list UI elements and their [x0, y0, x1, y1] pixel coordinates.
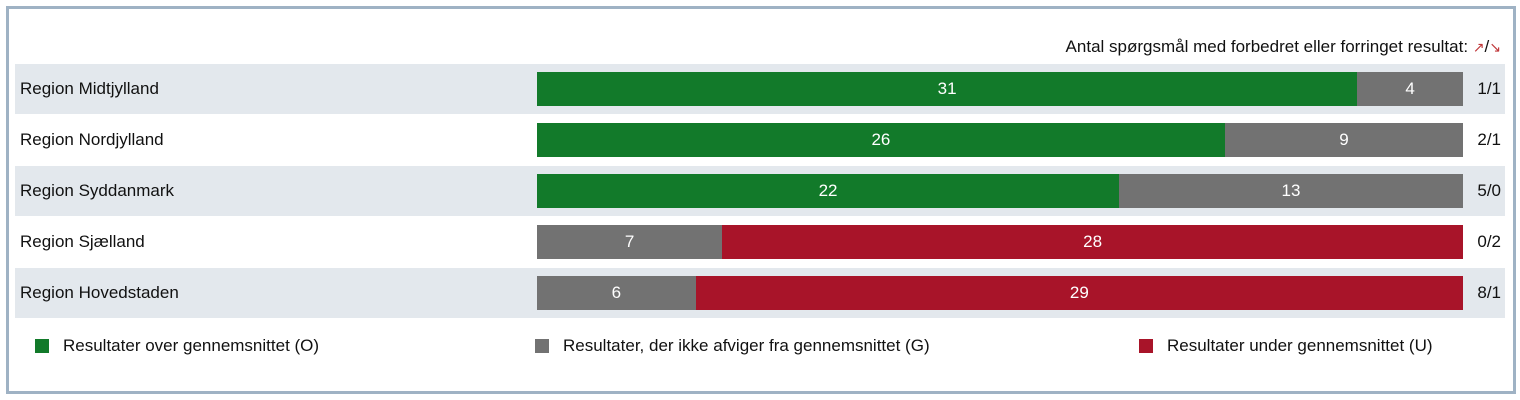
- header-text: Antal spørgsmål med forbedret eller forr…: [1065, 37, 1469, 56]
- chart-legend: Resultater over gennemsnittet (O) Resulta…: [9, 336, 1513, 360]
- stacked-bar: 7 28: [537, 225, 1463, 259]
- chart-header: Antal spørgsmål med forbedret eller forr…: [1066, 37, 1501, 57]
- bar-segment-g: 4: [1357, 72, 1463, 106]
- chart-row: Region Syddanmark 22 13 5/0: [15, 166, 1505, 216]
- legend-item-g: Resultater, der ikke afviger fra gennems…: [535, 336, 930, 356]
- legend-item-u: Resultater under gennemsnittet (U): [1139, 336, 1433, 356]
- chart-frame: Antal spørgsmål med forbedret eller forr…: [6, 6, 1516, 394]
- category-label: Region Midtjylland: [20, 79, 159, 98]
- header-separator: /: [1484, 37, 1490, 56]
- bar-segment-g: 9: [1224, 123, 1463, 157]
- change-count: 8/1: [1477, 283, 1501, 302]
- legend-swatch: [35, 339, 49, 353]
- change-count: 5/0: [1477, 181, 1501, 200]
- category-label: Region Nordjylland: [20, 130, 164, 149]
- legend-item-o: Resultater over gennemsnittet (O): [35, 336, 319, 356]
- chart-row: Region Nordjylland 26 9 2/1: [15, 115, 1505, 165]
- bar-segment-o: 31: [537, 72, 1358, 106]
- category-label: Region Syddanmark: [20, 181, 175, 200]
- chart-row: Region Hovedstaden 6 29 8/1: [15, 268, 1505, 318]
- category-label: Region Sjælland: [20, 232, 145, 251]
- bar-segment-o: 22: [537, 174, 1120, 208]
- stacked-bar: 22 13: [537, 174, 1463, 208]
- legend-swatch: [535, 339, 549, 353]
- legend-label: Resultater over gennemsnittet (O): [63, 336, 320, 355]
- bar-segment-g: 6: [537, 276, 696, 310]
- legend-label: Resultater under gennemsnittet (U): [1167, 336, 1433, 355]
- stacked-bar: 26 9: [537, 123, 1463, 157]
- stacked-bar: 31 4: [537, 72, 1463, 106]
- arrow-up-icon: ↗: [1472, 39, 1485, 55]
- change-count: 1/1: [1477, 79, 1501, 98]
- bar-segment-u: 28: [722, 225, 1463, 259]
- legend-label: Resultater, der ikke afviger fra gennems…: [563, 336, 930, 355]
- category-label: Region Hovedstaden: [20, 283, 179, 302]
- change-count: 0/2: [1477, 232, 1501, 251]
- arrow-down-icon: ↘: [1489, 39, 1501, 55]
- bar-segment-g: 7: [537, 225, 723, 259]
- legend-swatch: [1139, 339, 1153, 353]
- chart-row: Region Sjælland 7 28 0/2: [15, 217, 1505, 267]
- bar-segment-g: 13: [1119, 174, 1463, 208]
- change-count: 2/1: [1477, 130, 1501, 149]
- bar-segment-u: 29: [695, 276, 1463, 310]
- chart-row: Region Midtjylland 31 4 1/1: [15, 64, 1505, 114]
- bar-segment-o: 26: [537, 123, 1225, 157]
- stacked-bar: 6 29: [537, 276, 1463, 310]
